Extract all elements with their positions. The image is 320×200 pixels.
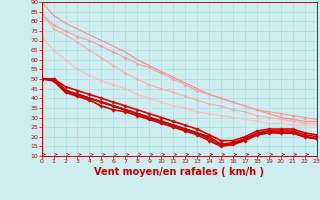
X-axis label: Vent moyen/en rafales ( km/h ): Vent moyen/en rafales ( km/h ) [94,167,264,177]
